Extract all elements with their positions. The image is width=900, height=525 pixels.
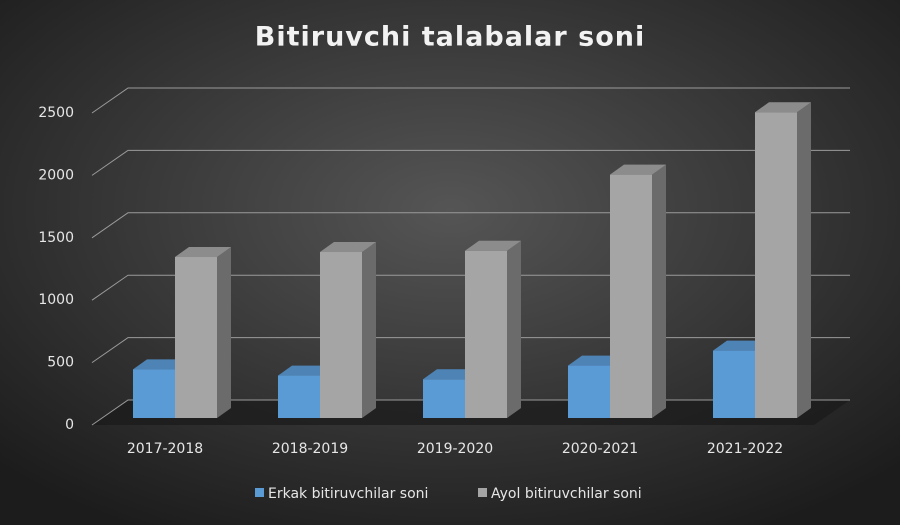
bar-top-shade bbox=[175, 247, 231, 258]
bar-top bbox=[610, 164, 666, 175]
grid-line bbox=[91, 212, 850, 239]
x-tick-label: 2019-2020 bbox=[417, 441, 493, 457]
grid-line bbox=[91, 274, 850, 301]
legend-label: Ayol bitiruvchilar soni bbox=[491, 486, 642, 502]
bar-side-shade bbox=[362, 242, 376, 418]
y-tick-label: 500 bbox=[47, 355, 74, 371]
bar bbox=[278, 375, 320, 418]
chart-title: Bitiruvchi talabalar soni bbox=[255, 22, 645, 53]
bar-top-shade bbox=[320, 242, 376, 253]
bar-top bbox=[465, 240, 521, 251]
bar-top-shade bbox=[465, 240, 521, 251]
bar bbox=[465, 250, 507, 418]
legend-label: Erkak bitiruvchilar soni bbox=[268, 486, 428, 502]
y-tick-label: 1500 bbox=[38, 230, 74, 246]
x-tick-label: 2020-2021 bbox=[562, 441, 638, 457]
bar-side-shade bbox=[217, 247, 231, 418]
bar bbox=[423, 379, 465, 418]
bar-top-shade bbox=[610, 164, 666, 175]
bar-side bbox=[217, 247, 231, 418]
bar-side bbox=[362, 242, 376, 418]
bar bbox=[175, 257, 217, 418]
y-tick-label: 1000 bbox=[38, 292, 74, 308]
bar bbox=[610, 174, 652, 418]
y-tick-label: 2500 bbox=[38, 105, 74, 121]
bar-side-shade bbox=[797, 102, 811, 419]
y-tick-label: 0 bbox=[65, 417, 74, 433]
bar-top-shade bbox=[755, 102, 811, 113]
x-tick-label: 2021-2022 bbox=[707, 441, 783, 457]
bar bbox=[568, 365, 610, 418]
bar bbox=[320, 252, 362, 418]
y-tick-label: 2000 bbox=[38, 167, 74, 183]
x-tick-label: 2017-2018 bbox=[127, 441, 203, 457]
bar-side bbox=[507, 240, 521, 418]
grid-line bbox=[91, 337, 850, 364]
bar-side-shade bbox=[507, 240, 521, 418]
bar-top bbox=[755, 102, 811, 113]
grid-line bbox=[91, 87, 850, 114]
bar-side bbox=[797, 102, 811, 419]
bar-top bbox=[320, 242, 376, 253]
grid-line bbox=[91, 149, 850, 176]
bar-side-shade bbox=[652, 164, 666, 418]
legend-swatch bbox=[478, 488, 487, 497]
bar bbox=[713, 350, 755, 418]
bar-top bbox=[175, 247, 231, 258]
x-tick-label: 2018-2019 bbox=[272, 441, 348, 457]
bar bbox=[133, 369, 175, 418]
bar-side bbox=[652, 164, 666, 418]
bar bbox=[755, 112, 797, 419]
legend-swatch bbox=[255, 488, 264, 497]
